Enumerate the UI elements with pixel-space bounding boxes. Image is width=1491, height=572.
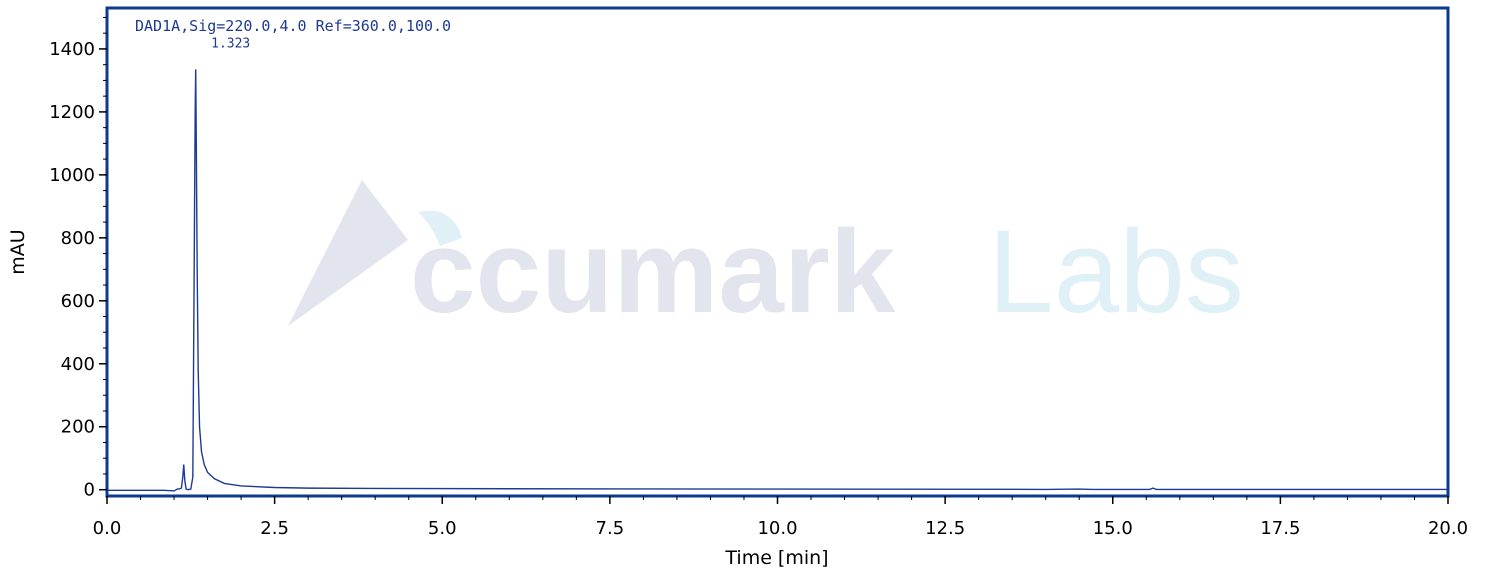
x-tick-label: 12.5 [925, 518, 965, 539]
x-tick-label: 0.0 [93, 518, 122, 539]
watermark-logo: ccumark Labs [288, 180, 1244, 338]
y-axis-title: mAU [7, 229, 29, 274]
y-tick-label: 200 [61, 417, 95, 438]
y-axis-minor-ticks [103, 16, 107, 475]
y-tick-label: 400 [61, 354, 95, 375]
y-tick-label: 800 [61, 228, 95, 249]
watermark-logo-swoosh [418, 210, 462, 246]
y-tick-label: 1400 [49, 39, 95, 60]
y-tick-label: 0 [84, 480, 95, 501]
x-tick-label: 20.0 [1428, 518, 1468, 539]
y-tick-label: 600 [61, 291, 95, 312]
x-axis-title: Time [min] [724, 547, 828, 569]
series-line [107, 69, 1448, 492]
x-tick-label: 5.0 [428, 518, 457, 539]
y-tick-label: 1000 [49, 165, 95, 186]
x-tick-label: 2.5 [260, 518, 289, 539]
watermark-text-secondary: Labs [988, 206, 1244, 338]
x-tick-label: 10.0 [757, 518, 797, 539]
peak-annotation-label: 1.323 [211, 36, 250, 51]
x-tick-label: 15.0 [1093, 518, 1133, 539]
x-axis: 0.0 2.5 5.0 7.5 10.0 12.5 15.0 17.5 20.0 [93, 496, 1468, 539]
signal-label: DAD1A,Sig=220.0,4.0 Ref=360.0,100.0 [135, 17, 451, 35]
x-tick-label: 7.5 [596, 518, 625, 539]
y-axis: 0 200 400 600 800 1000 1200 1400 [49, 39, 107, 501]
x-axis-minor-ticks [140, 496, 1415, 500]
watermark-text-primary: ccumark [410, 206, 896, 338]
watermark-logo-mark [288, 180, 408, 326]
x-tick-label: 17.5 [1260, 518, 1300, 539]
y-tick-label: 1200 [49, 102, 95, 123]
